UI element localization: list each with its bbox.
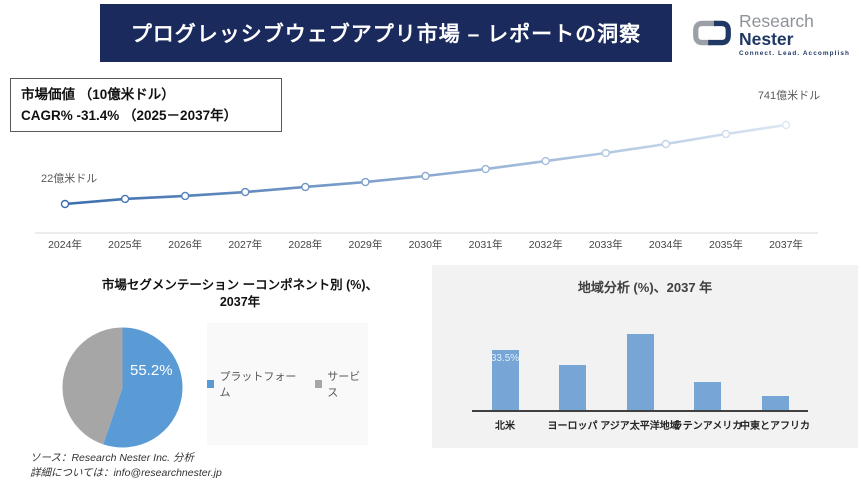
- line-marker: [601, 148, 610, 158]
- legend-item-platform: プラットフォーム: [207, 368, 301, 400]
- legend-swatch-service: [314, 380, 323, 388]
- legend-item-service: サービス: [314, 368, 368, 400]
- x-tick-label: 2026年: [168, 238, 202, 251]
- legend-label-platform: プラットフォーム: [219, 371, 297, 399]
- header-banner: プログレッシブウェブアプリ市場 – レポートの洞察: [100, 4, 672, 62]
- line-marker: [301, 182, 310, 192]
- segmentation-pie-chart: [62, 327, 183, 448]
- logo-brackets-icon: [690, 18, 734, 53]
- region-bar-1: [559, 365, 586, 411]
- logo-name-research: Research: [739, 11, 814, 31]
- line-marker: [60, 199, 70, 209]
- pie-title-line2: 2037年: [219, 295, 261, 309]
- brand-logo: Research Nester Connect. Lead. Accomplis…: [690, 11, 862, 57]
- region-bar-2: [626, 334, 654, 411]
- line-marker: [541, 156, 550, 166]
- bar-category-label: ヨーロッパ: [547, 421, 598, 432]
- x-tick-label: 2029年: [348, 238, 382, 251]
- region-bar-0: [491, 350, 519, 411]
- first-point-label: 22億米ドル: [41, 172, 97, 185]
- x-tick-label: 2031年: [469, 238, 503, 251]
- trend-line: [64, 123, 787, 206]
- logo-name: Research Nester: [739, 11, 862, 49]
- market-trend-line-chart: 2024年 2025年 2026年 2027年 2028年 2029年 2030年 2031年…: [35, 89, 820, 251]
- line-marker: [481, 164, 490, 174]
- x-tick-label: 2025年: [108, 238, 142, 251]
- last-point-label: 741億米ドル: [758, 89, 820, 102]
- line-marker: [241, 187, 250, 197]
- market-value-box: 市場価値 （10億米ドル） CAGR% -31.4% （2025－2037年）: [10, 78, 282, 132]
- cagr-label: CAGR% -31.4% （2025－2037年）: [21, 108, 238, 123]
- x-tick-label: 2032年: [529, 238, 563, 251]
- line-marker: [421, 171, 430, 181]
- line-marker: [781, 120, 791, 130]
- line-marker: [120, 194, 130, 204]
- x-tick-label: 2030年: [409, 238, 443, 251]
- source-note: ソース：Research Nester Inc. 分析 詳細については：info…: [30, 451, 222, 481]
- logo-tagline: Connect. Lead. Accomplish: [739, 50, 851, 57]
- pie-slice-0: [103, 327, 183, 448]
- legend-swatch-platform: [207, 380, 215, 388]
- region-bar-3: [694, 382, 721, 411]
- bar-chart-axis: [472, 410, 808, 412]
- regional-analysis-panel: 地域分析 (%)、2037 年 33.5% 北米 ヨーロッパ アジア太平洋地域 ラテンア…: [432, 265, 858, 448]
- pie-legend: プラットフォーム サービス: [207, 323, 368, 445]
- bar-chart-title: 地域分析 (%)、2037 年: [577, 280, 713, 295]
- x-tick-label: 2037年: [769, 238, 803, 251]
- pie-data-label: 55.2%: [130, 362, 173, 379]
- x-tick-label: 2028年: [288, 238, 322, 251]
- market-value-label: 市場価値 （10億米ドル）: [21, 87, 175, 102]
- logo-name-nester: Nester: [739, 28, 794, 49]
- bar-category-label: 中東とアフリカ: [740, 421, 810, 432]
- bar-category-label: 北米: [495, 421, 515, 432]
- x-tick-label: 2024年: [48, 238, 82, 251]
- source-line: ソース：Research Nester Inc. 分析: [30, 452, 195, 464]
- pie-title-line1: 市場セグメンテーション ーコンポネント別 (%)、: [101, 278, 379, 292]
- logo-text: Research Nester Connect. Lead. Accomplis…: [739, 11, 862, 57]
- bar-value-label: 33.5%: [490, 353, 520, 364]
- line-marker: [361, 177, 370, 187]
- bar-category-label: ラテンアメリカ: [672, 421, 743, 432]
- pie-slice-1: [62, 327, 123, 445]
- page-title: プログレッシブウェブアプリ市場 – レポートの洞察: [130, 23, 642, 46]
- region-bar-4: [761, 396, 789, 411]
- x-tick-label: 2034年: [649, 238, 683, 251]
- x-tick-label: 2033年: [589, 238, 623, 251]
- pie-chart-title: 市場セグメンテーション ーコンポネント別 (%)、 2037年: [40, 277, 440, 311]
- x-tick-label: 2035年: [709, 238, 743, 251]
- contact-line: 詳細については：info@researchnester.jp: [30, 467, 222, 479]
- line-marker: [661, 139, 671, 149]
- line-marker: [721, 129, 731, 139]
- line-marker: [180, 191, 190, 201]
- x-tick-label: 2027年: [228, 238, 262, 251]
- bar-category-label: アジア太平洋地域: [600, 421, 680, 432]
- legend-label-service: サービス: [327, 371, 361, 399]
